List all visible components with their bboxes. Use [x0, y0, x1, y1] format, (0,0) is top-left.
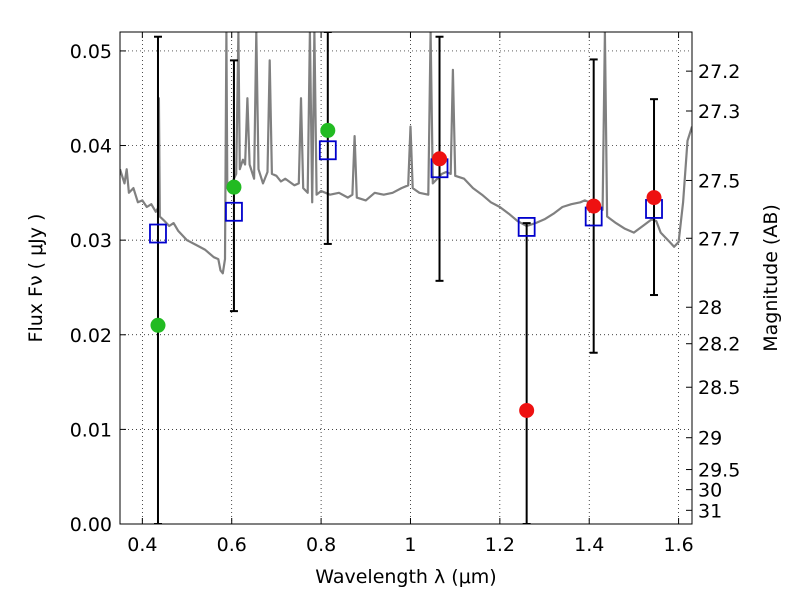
error-bars	[153, 32, 659, 524]
observed-point-red	[646, 190, 662, 206]
y-tick-label: 0.04	[70, 136, 112, 158]
magnitude-axis-label: Magnitude (AB)	[760, 204, 782, 352]
x-axis-label: Wavelength λ (μm)	[315, 566, 496, 588]
model-flux-box	[318, 140, 337, 161]
magnitude-tick-label: 30	[698, 480, 722, 502]
magnitude-tick-label: 27.5	[698, 170, 740, 192]
magnitude-tick-label: 28	[698, 297, 722, 319]
y-axis-label: Flux Fν ( μJy )	[25, 214, 47, 343]
axis-ticks: 0.4 0.6 0.8 1 1.2 1.4 1.6 0.00 0.01 0.02 0.03 0.04 0…	[70, 32, 740, 556]
observed-point-red	[432, 151, 448, 167]
observed-point-red	[586, 198, 602, 214]
spectrum-line	[120, 32, 692, 275]
observed-point-red	[519, 402, 535, 418]
y-tick-label: 0.05	[70, 41, 112, 63]
x-tick-label: 1.2	[485, 534, 515, 556]
y-tick-label: 0.01	[70, 419, 112, 441]
magnitude-tick-label: 29	[698, 428, 722, 450]
x-tick-label: 1.6	[663, 534, 693, 556]
observed-point-green	[150, 317, 166, 333]
y-tick-label: 0.03	[70, 230, 112, 252]
model-flux-box	[225, 201, 243, 222]
observed-flux-points	[150, 122, 662, 418]
magnitude-tick-label: 29.5	[698, 460, 740, 482]
magnitude-tick-label: 31	[698, 500, 722, 522]
x-tick-label: 1	[404, 534, 416, 556]
x-tick-label: 0.4	[127, 534, 157, 556]
model-flux-box	[517, 217, 536, 237]
x-tick-label: 1.4	[574, 534, 604, 556]
magnitude-tick-label: 27.7	[698, 228, 740, 250]
observed-point-green	[226, 179, 242, 195]
y-tick-label: 0.02	[70, 325, 112, 347]
y-tick-label: 0.00	[70, 514, 112, 536]
magnitude-tick-label: 28.5	[698, 377, 740, 399]
magnitude-tick-label: 27.2	[698, 61, 740, 83]
magnitude-tick-label: 27.3	[698, 101, 740, 123]
x-tick-label: 0.6	[217, 534, 247, 556]
plot-frame	[119, 31, 693, 525]
observed-point-green	[320, 122, 336, 138]
model-spectrum	[120, 32, 692, 275]
magnitude-tick-label: 28.2	[698, 334, 740, 356]
x-tick-label: 0.8	[306, 534, 336, 556]
model-flux-box	[149, 223, 167, 244]
